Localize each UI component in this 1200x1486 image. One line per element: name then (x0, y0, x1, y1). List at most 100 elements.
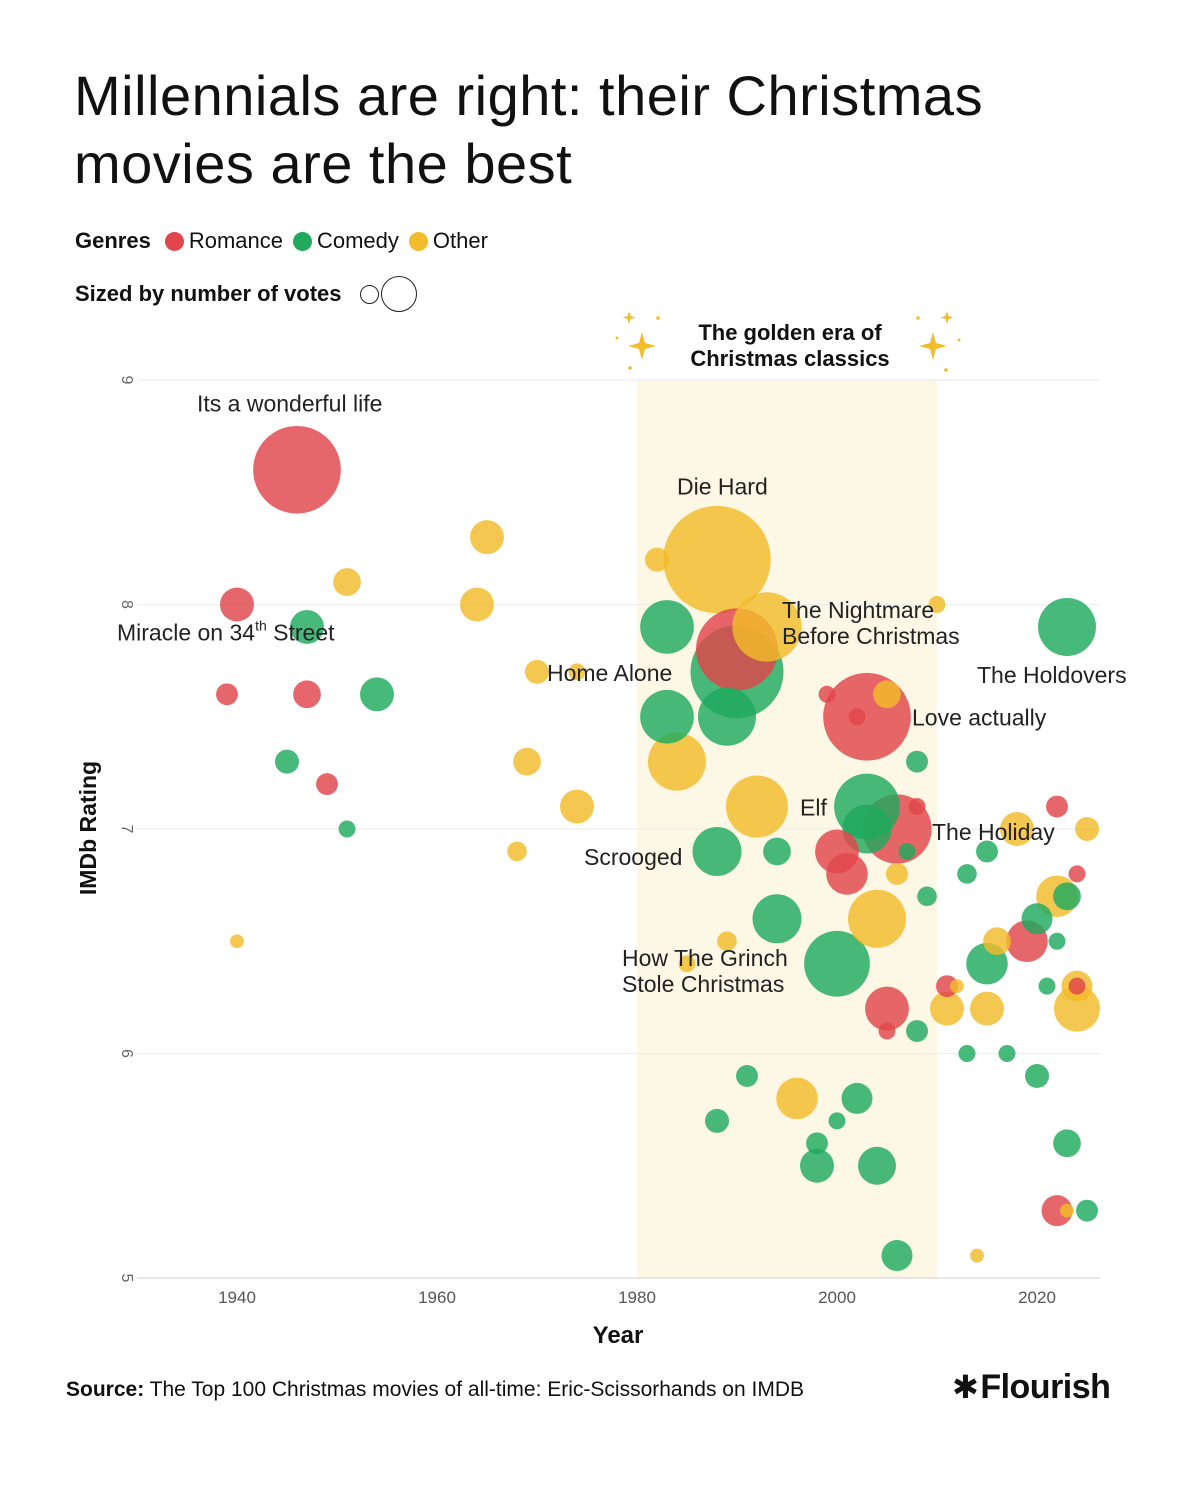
bubble-comedy (736, 1064, 758, 1087)
x-tick-labels: 1940 1960 1980 2000 2020 (218, 1288, 1056, 1307)
size-legend-label: Sized by number of votes (75, 281, 342, 306)
bubble-other (732, 592, 802, 662)
bubble-other (950, 979, 964, 994)
bubble-other (513, 747, 541, 776)
source-text: The Top 100 Christmas movies of all-time… (149, 1378, 804, 1401)
bubble-comedy (1076, 1199, 1098, 1222)
bubble-comedy (800, 1148, 834, 1183)
x-axis-title: Year (593, 1322, 644, 1349)
annotation-label: Love actually (912, 705, 1047, 731)
y-axis-title: IMDb Rating (75, 761, 101, 895)
y-tick-label: 5 (118, 1274, 135, 1283)
bubble-other (717, 931, 737, 952)
bubble-romance (848, 708, 866, 726)
bubble-other (1000, 812, 1034, 846)
legend-item-other: Other (408, 228, 488, 254)
genres-legend-label: Genres (75, 228, 151, 253)
y-tick-label: 9 (118, 376, 135, 385)
bubble-other (848, 889, 906, 948)
bubble-comedy (858, 1146, 896, 1185)
bubble-other (460, 587, 494, 622)
bubble-comedy (958, 1045, 976, 1062)
bubble-romance (293, 680, 321, 709)
legend-item-romance: Romance (164, 228, 283, 254)
bubble-other (970, 991, 1004, 1026)
other-swatch (408, 231, 428, 251)
bubble-comedy (1053, 1129, 1081, 1158)
bubble-romance (220, 587, 254, 622)
y-tick-label: 7 (118, 825, 135, 834)
bubble-other (776, 1077, 818, 1120)
annotation-label: Stole Christmas (622, 971, 784, 997)
bubble-other (663, 505, 771, 614)
bubble-other (1054, 985, 1100, 1032)
bubble-other (678, 955, 696, 973)
romance-swatch (164, 231, 184, 251)
bubble-comedy (1038, 977, 1056, 995)
sparkle-left-icon (615, 311, 660, 370)
bubble-other (644, 547, 670, 572)
annotation-label: Its a wonderful life (197, 390, 382, 416)
x-tick-label: 1980 (618, 1288, 656, 1307)
annotation-label: The Nightmare (782, 597, 934, 623)
bubble-comedy (806, 1132, 828, 1155)
bubble-romance (1046, 795, 1068, 818)
source-note: Source: The Top 100 Christmas movies of … (66, 1378, 804, 1402)
bubble-comedy (917, 886, 937, 907)
y-tick-label: 8 (118, 600, 135, 609)
bubble-comedy (640, 600, 694, 654)
bubble-comedy (1053, 882, 1081, 911)
bubble-comedy (698, 687, 756, 746)
bubble-other (928, 596, 946, 613)
flourish-star-icon: ✱ (952, 1369, 979, 1405)
annotation-label: The Holdovers (977, 662, 1127, 688)
annotation-label: The Holiday (932, 819, 1055, 845)
x-tick-label: 2020 (1018, 1288, 1056, 1307)
bubble-comedy (763, 837, 791, 866)
x-tick-label: 1940 (218, 1288, 256, 1307)
bubble-other (930, 991, 964, 1026)
bubble-comedy (1048, 932, 1066, 950)
bubble-romance (826, 853, 868, 895)
size-legend: Sized by number of votes (75, 276, 417, 312)
annotation-label: Elf (800, 795, 827, 821)
bubble-comedy (998, 1045, 1016, 1062)
bubble-comedy (274, 749, 300, 774)
genre-legend: Genres Romance Comedy Other (75, 228, 498, 254)
bubble-other (648, 732, 706, 791)
bubble-other (873, 680, 901, 709)
bubble-comedy (1024, 1063, 1050, 1088)
x-tick-label: 1960 (418, 1288, 456, 1307)
annotation-label: How The Grinch (622, 945, 788, 971)
bubble-other (983, 927, 1011, 956)
annotation-label: Before Christmas (782, 623, 960, 649)
annotation-label: Miracle on 34th Street (117, 617, 335, 645)
bubble-comedy (976, 840, 998, 863)
annotations: Its a wonderful life Die Hard Miracle on 3… (117, 390, 1127, 997)
size-large-circle-icon (380, 276, 417, 312)
size-small-circle-icon (359, 284, 379, 304)
bubble-other (886, 862, 908, 885)
golden-era-label-line2: Christmas classics (690, 346, 889, 371)
bubble-comedy (898, 842, 916, 860)
bubble-romance (216, 683, 238, 706)
bubble-comedy (828, 1112, 846, 1130)
bubble-comedy (692, 826, 742, 876)
bubble-other (726, 775, 788, 838)
bubble-romance (908, 798, 926, 816)
bubble-comedy (704, 1108, 730, 1133)
bubble-romance (253, 425, 341, 514)
bubble-comedy (1038, 597, 1096, 656)
bubble-other (1074, 816, 1100, 842)
y-tick-label: 6 (118, 1049, 135, 1058)
bubble-comedy (1021, 903, 1053, 935)
bubble-comedy (906, 750, 928, 773)
bubble-comedy (804, 930, 870, 997)
bubble-romance (936, 975, 958, 998)
source-label: Source: (66, 1378, 145, 1401)
bubble-comedy (640, 689, 694, 744)
comedy-swatch (292, 231, 312, 251)
y-tick-labels: 5 6 7 8 9 (118, 376, 135, 1283)
bubble-romance (316, 773, 338, 796)
